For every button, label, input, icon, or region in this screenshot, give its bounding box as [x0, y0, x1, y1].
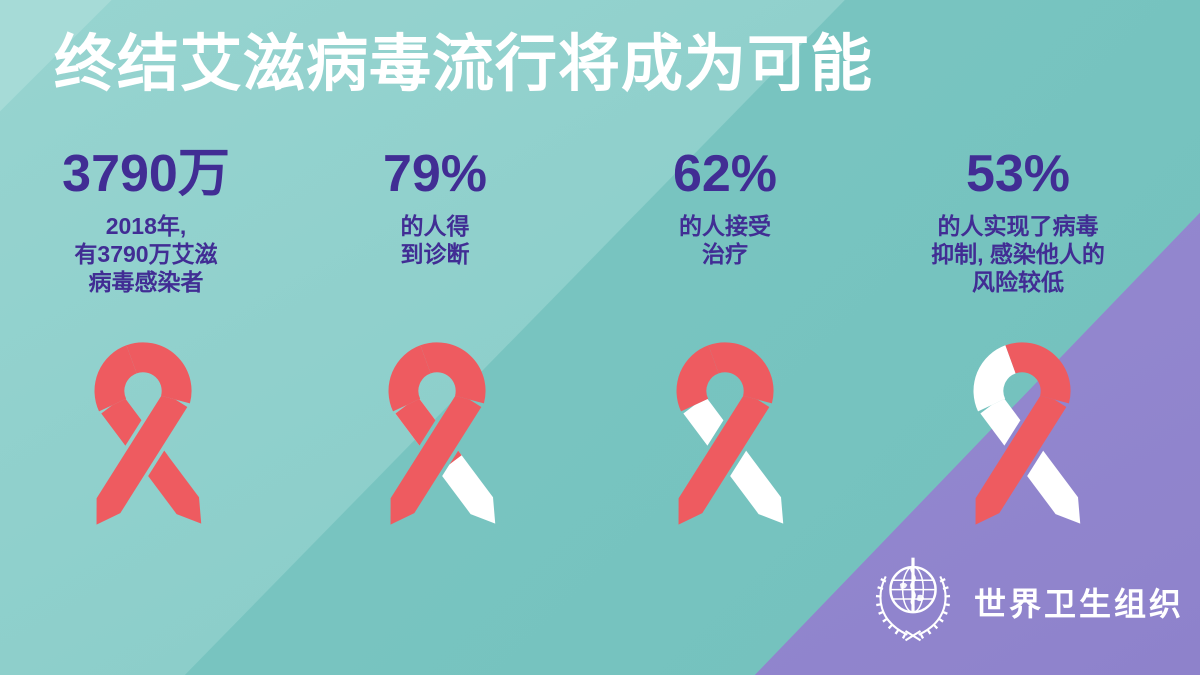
stat-value: 62%: [672, 145, 778, 203]
stat-line: 抑制, 感染他人的: [931, 241, 1105, 268]
stat-column-total: 3790万 2018年, 有3790万艾滋 病毒感染者: [6, 148, 286, 296]
stat-description: 的人得 到诊断: [320, 212, 550, 268]
aids-ribbon-icon: [367, 333, 507, 543]
page-title: 终结艾滋病毒流行将成为可能: [54, 30, 874, 99]
stat-line: 的人得: [400, 213, 470, 239]
stat-description: 的人接受 治疗: [610, 212, 840, 268]
stat-line: 2018年,: [105, 213, 187, 239]
stat-line: 的人实现了病毒: [937, 213, 1099, 239]
stat-description: 的人实现了病毒 抑制, 感染他人的 风险较低: [878, 212, 1158, 296]
ribbon-62-treated: [676, 342, 784, 525]
who-emblem-icon: [875, 557, 951, 642]
stat-value: 79%: [382, 145, 488, 203]
aids-ribbon-icon: [952, 333, 1092, 543]
stat-value: 53%: [965, 145, 1071, 203]
stat-line: 的人接受: [679, 213, 771, 239]
ribbon-79-diagnosed: [388, 342, 496, 525]
aids-ribbon-icon: [73, 333, 213, 543]
ribbon-total-infected: [94, 342, 202, 525]
stat-line: 治疗: [702, 241, 748, 268]
ribbon-53-suppressed: [973, 342, 1081, 525]
stat-line: 风险较低: [972, 269, 1064, 296]
stat-line: 有3790万艾滋: [74, 241, 218, 268]
stat-column-suppressed: 53% 的人实现了病毒 抑制, 感染他人的 风险较低: [878, 148, 1158, 296]
org-name: 世界卫生组织: [974, 586, 1185, 622]
stat-line: 病毒感染者: [88, 269, 204, 296]
stat-description: 2018年, 有3790万艾滋 病毒感染者: [6, 212, 286, 296]
stat-value: 3790万: [62, 145, 230, 203]
stat-column-treated: 62% 的人接受 治疗: [610, 148, 840, 268]
stat-line: 到诊断: [400, 241, 470, 268]
who-footer: 世界卫生组织: [866, 552, 1184, 646]
stat-column-diagnosed: 79% 的人得 到诊断: [320, 148, 550, 268]
aids-ribbon-icon: [655, 333, 795, 543]
